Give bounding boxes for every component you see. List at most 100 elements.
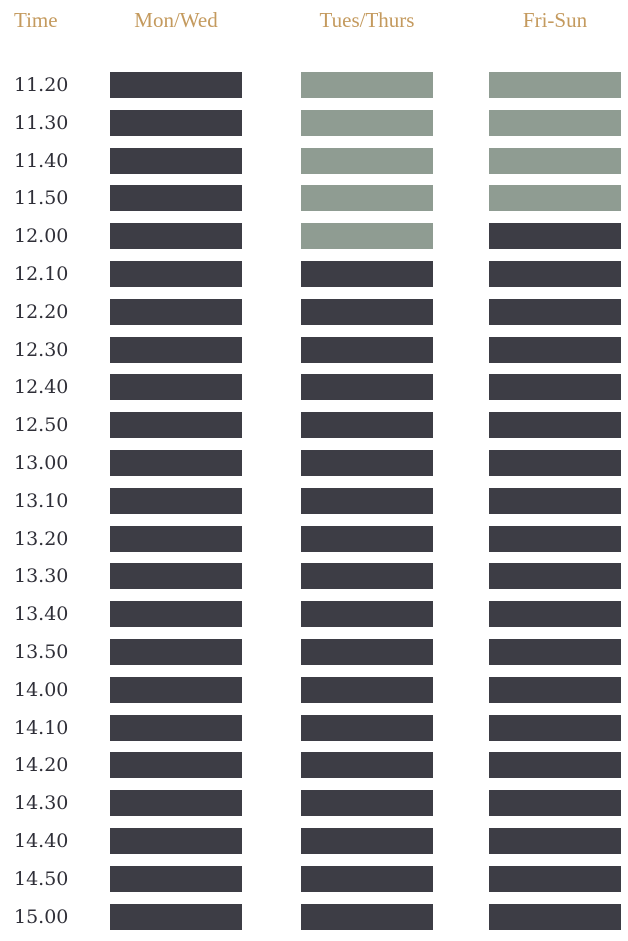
- time-slot-mon-wed-booked[interactable]: [110, 260, 242, 287]
- time-slot-fri-sun-booked[interactable]: [489, 790, 621, 817]
- time-slot-mon-wed-booked[interactable]: [110, 714, 242, 741]
- time-slot-mon-wed-booked[interactable]: [110, 827, 242, 854]
- time-label: 12.30: [14, 338, 69, 361]
- time-slot-mon-wed-booked[interactable]: [110, 185, 242, 212]
- time-slot-mon-wed-booked[interactable]: [110, 563, 242, 590]
- time-slot-fri-sun-booked[interactable]: [489, 412, 621, 439]
- time-slot-tues-thurs-booked[interactable]: [301, 827, 433, 854]
- time-label: 12.50: [14, 414, 69, 437]
- time-slot-tues-thurs-booked[interactable]: [301, 260, 433, 287]
- time-label: 12.40: [14, 376, 69, 399]
- time-slot-tues-thurs-booked[interactable]: [301, 601, 433, 628]
- schedule-row: 11.30: [0, 109, 628, 148]
- time-slot-tues-thurs-booked[interactable]: [301, 525, 433, 552]
- time-slot-fri-sun-booked[interactable]: [489, 525, 621, 552]
- time-slot-mon-wed-booked[interactable]: [110, 525, 242, 552]
- time-slot-tues-thurs-booked[interactable]: [301, 487, 433, 514]
- time-slot-mon-wed-booked[interactable]: [110, 72, 242, 98]
- time-slot-tues-thurs-booked[interactable]: [301, 336, 433, 363]
- time-slot-mon-wed-booked[interactable]: [110, 752, 242, 779]
- time-slot-tues-thurs-booked[interactable]: [301, 865, 433, 892]
- time-slot-mon-wed-booked[interactable]: [110, 374, 242, 401]
- column-header-tues-thurs: Tues/Thurs: [319, 8, 415, 32]
- time-slot-tues-thurs-available[interactable]: [301, 109, 433, 136]
- time-slot-fri-sun-booked[interactable]: [489, 676, 621, 703]
- time-slot-mon-wed-booked[interactable]: [110, 676, 242, 703]
- time-slot-mon-wed-booked[interactable]: [110, 790, 242, 817]
- time-slot-fri-sun-available[interactable]: [489, 109, 621, 136]
- time-slot-fri-sun-booked[interactable]: [489, 865, 621, 892]
- time-slot-tues-thurs-booked[interactable]: [301, 714, 433, 741]
- time-slot-mon-wed-booked[interactable]: [110, 223, 242, 250]
- time-slot-tues-thurs-booked[interactable]: [301, 790, 433, 817]
- time-slot-fri-sun-available[interactable]: [489, 185, 621, 212]
- time-label: 15.00: [14, 905, 69, 928]
- time-label: 14.00: [14, 678, 69, 701]
- time-slot-tues-thurs-booked[interactable]: [301, 563, 433, 590]
- time-slot-tues-thurs-available[interactable]: [301, 185, 433, 212]
- time-slot-tues-thurs-booked[interactable]: [301, 752, 433, 779]
- schedule-row: 11.50: [0, 185, 628, 223]
- column-header-fri-sun: Fri-Sun: [522, 8, 588, 32]
- time-slot-tues-thurs-available[interactable]: [301, 72, 433, 98]
- time-slot-tues-thurs-booked[interactable]: [301, 412, 433, 439]
- time-label: 11.20: [14, 74, 69, 96]
- time-slot-fri-sun-booked[interactable]: [489, 487, 621, 514]
- time-slot-mon-wed-booked[interactable]: [110, 903, 242, 930]
- time-slot-mon-wed-booked[interactable]: [110, 412, 242, 439]
- schedule-row: 13.30: [0, 563, 628, 601]
- time-slot-fri-sun-booked[interactable]: [489, 336, 621, 363]
- schedule-row: 14.30: [0, 790, 628, 828]
- time-label: 13.30: [14, 565, 69, 588]
- schedule-header: Time Mon/Wed Tues/Thurs Fri-Sun: [0, 6, 628, 34]
- schedule-row: 14.00: [0, 676, 628, 715]
- time-slot-tues-thurs-booked[interactable]: [301, 903, 433, 930]
- time-slot-tues-thurs-booked[interactable]: [301, 449, 433, 476]
- time-label: 14.40: [14, 829, 69, 852]
- time-slot-fri-sun-booked[interactable]: [489, 298, 621, 325]
- time-label: 11.50: [14, 187, 69, 210]
- time-slot-mon-wed-booked[interactable]: [110, 638, 242, 665]
- time-slot-fri-sun-booked[interactable]: [489, 752, 621, 779]
- time-slot-fri-sun-booked[interactable]: [489, 260, 621, 287]
- schedule-row: 12.50: [0, 412, 628, 450]
- time-label: 11.40: [14, 149, 69, 172]
- time-label: 13.50: [14, 640, 69, 663]
- time-slot-tues-thurs-booked[interactable]: [301, 676, 433, 703]
- time-slot-mon-wed-booked[interactable]: [110, 449, 242, 476]
- time-slot-fri-sun-booked[interactable]: [489, 563, 621, 590]
- schedule-row: 15.00: [0, 903, 628, 941]
- time-slot-fri-sun-available[interactable]: [489, 72, 621, 98]
- time-slot-tues-thurs-available[interactable]: [301, 147, 433, 174]
- schedule-row: 12.40: [0, 374, 628, 412]
- schedule-row: 14.10: [0, 714, 628, 753]
- time-slot-fri-sun-booked[interactable]: [489, 827, 621, 854]
- time-slot-tues-thurs-booked[interactable]: [301, 374, 433, 401]
- time-slot-fri-sun-booked[interactable]: [489, 638, 621, 665]
- time-slot-tues-thurs-booked[interactable]: [301, 298, 433, 325]
- schedule-row: 14.20: [0, 752, 628, 790]
- time-slot-fri-sun-booked[interactable]: [489, 223, 621, 250]
- time-slot-fri-sun-booked[interactable]: [489, 903, 621, 930]
- schedule-row: 11.40: [0, 147, 628, 186]
- time-label: 14.20: [14, 754, 69, 777]
- schedule-row: 14.40: [0, 827, 628, 866]
- time-slot-fri-sun-booked[interactable]: [489, 449, 621, 476]
- time-slot-mon-wed-booked[interactable]: [110, 298, 242, 325]
- schedule-row: 13.50: [0, 638, 628, 677]
- column-header-mon-wed: Mon/Wed: [134, 8, 218, 32]
- schedule-row: 12.30: [0, 336, 628, 375]
- time-slot-fri-sun-booked[interactable]: [489, 374, 621, 401]
- time-slot-mon-wed-booked[interactable]: [110, 865, 242, 892]
- time-slot-mon-wed-booked[interactable]: [110, 487, 242, 514]
- time-slot-mon-wed-booked[interactable]: [110, 336, 242, 363]
- time-slot-tues-thurs-available[interactable]: [301, 223, 433, 250]
- time-slot-mon-wed-booked[interactable]: [110, 109, 242, 136]
- time-slot-fri-sun-booked[interactable]: [489, 601, 621, 628]
- time-slot-fri-sun-available[interactable]: [489, 147, 621, 174]
- time-slot-mon-wed-booked[interactable]: [110, 601, 242, 628]
- time-slot-mon-wed-booked[interactable]: [110, 147, 242, 174]
- time-slot-fri-sun-booked[interactable]: [489, 714, 621, 741]
- time-label: 12.10: [14, 262, 69, 285]
- time-slot-tues-thurs-booked[interactable]: [301, 638, 433, 665]
